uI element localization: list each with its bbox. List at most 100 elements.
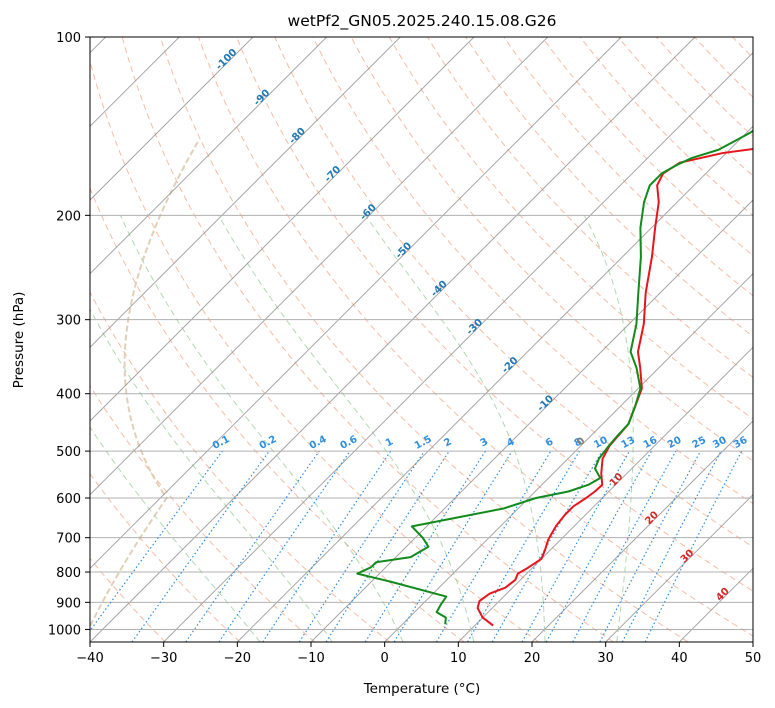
dry-adiabat bbox=[159, 37, 689, 642]
dry-adiabat bbox=[732, 37, 753, 59]
dry-adiabat bbox=[90, 384, 316, 642]
mixing-ratio-line bbox=[90, 450, 223, 632]
mixing-ratio-line bbox=[572, 450, 677, 642]
moist-adiabat bbox=[218, 215, 475, 642]
x-tick-label: −40 bbox=[76, 651, 103, 666]
dry-adiabat bbox=[90, 472, 241, 642]
isotherm bbox=[90, 37, 401, 349]
mixing-ratio-label: 2 bbox=[442, 436, 453, 449]
isotherm-label: 30 bbox=[679, 548, 697, 566]
isotherm-label: -100 bbox=[214, 47, 240, 73]
x-tick-label: 30 bbox=[597, 651, 614, 666]
y-tick-label: 300 bbox=[56, 314, 81, 329]
mixing-ratio-line bbox=[218, 450, 351, 642]
dry-adiabat bbox=[694, 37, 753, 98]
y-tick-label: 400 bbox=[56, 388, 81, 403]
isotherm-label: -90 bbox=[252, 88, 273, 109]
mixing-ratio-label: 0.4 bbox=[308, 434, 329, 452]
dewpoint-profile bbox=[356, 129, 753, 625]
dry-adiabat bbox=[465, 37, 753, 337]
y-tick-label: 500 bbox=[56, 445, 81, 460]
dry-adiabat bbox=[655, 37, 753, 138]
x-tick-label: 0 bbox=[381, 651, 389, 666]
y-tick-label: 900 bbox=[56, 596, 81, 611]
dry-adiabat bbox=[426, 37, 753, 378]
isotherm-label: 10 bbox=[608, 471, 626, 489]
mixing-ratio-line bbox=[262, 450, 392, 642]
mixing-ratio-line bbox=[435, 450, 552, 642]
dry-adiabat bbox=[350, 37, 753, 462]
isotherm bbox=[678, 567, 753, 642]
isotherm-label: -60 bbox=[358, 202, 379, 223]
mixing-ratio-label: 0.1 bbox=[211, 434, 232, 452]
mixing-ratio-label: 6 bbox=[544, 436, 555, 449]
dry-adiabat bbox=[90, 291, 390, 642]
dry-adiabat bbox=[503, 37, 753, 297]
isotherm bbox=[531, 420, 753, 642]
x-tick-label: 40 bbox=[671, 651, 688, 666]
mixing-ratio-line bbox=[185, 450, 320, 642]
isotherm bbox=[236, 125, 753, 642]
isotherm-label: -80 bbox=[287, 126, 308, 147]
y-axis-title: Pressure (hPa) bbox=[11, 292, 27, 389]
isotherm bbox=[90, 37, 475, 422]
isotherm bbox=[90, 37, 254, 201]
mixing-ratio-label: 16 bbox=[642, 435, 659, 451]
dry-adiabat bbox=[90, 59, 540, 642]
mixing-ratio-line bbox=[298, 450, 425, 642]
dry-adiabat bbox=[274, 37, 753, 548]
dry-adiabat bbox=[388, 37, 753, 420]
mixing-ratio-line bbox=[325, 450, 450, 642]
isotherm-label: -70 bbox=[323, 164, 344, 185]
mixing-ratio-label: 4 bbox=[505, 436, 516, 449]
lcl-curve bbox=[90, 140, 200, 629]
dry-adiabat bbox=[236, 37, 753, 592]
x-tick-label: 50 bbox=[745, 651, 762, 666]
isotherm bbox=[605, 493, 753, 642]
mixing-ratio-line bbox=[364, 450, 486, 642]
isotherm-label: -10 bbox=[535, 393, 556, 414]
mixing-ratio-label: 13 bbox=[620, 435, 637, 451]
isotherm-label: 20 bbox=[643, 510, 661, 528]
isotherm-label: -20 bbox=[500, 355, 521, 376]
isotherm bbox=[90, 37, 328, 275]
isotherm-label: -50 bbox=[394, 241, 415, 262]
moist-adiabat bbox=[583, 215, 634, 642]
y-tick-label: 100 bbox=[56, 31, 81, 46]
mixing-ratio-label: 25 bbox=[691, 435, 708, 451]
isotherm bbox=[310, 199, 753, 642]
isotherm-label: 40 bbox=[714, 586, 732, 604]
y-tick-label: 1000 bbox=[48, 623, 81, 638]
mixing-ratio-line bbox=[521, 450, 631, 642]
mixing-ratio-line bbox=[644, 450, 743, 642]
mixing-ratio-label: 3 bbox=[479, 436, 490, 449]
mixing-ratio-label: 8 bbox=[573, 436, 584, 449]
moist-adiabat bbox=[90, 308, 333, 642]
y-tick-label: 600 bbox=[56, 492, 81, 507]
chart-title: wetPf2_GN05.2025.240.15.08.G26 bbox=[288, 12, 557, 31]
moist-adiabat bbox=[364, 215, 546, 642]
y-tick-label: 200 bbox=[56, 209, 81, 224]
isotherm bbox=[752, 641, 753, 642]
isotherm bbox=[457, 346, 753, 642]
plot-frame bbox=[89, 36, 754, 643]
isotherm-label: -40 bbox=[429, 279, 450, 300]
mixing-ratio-line bbox=[131, 450, 270, 642]
isotherm bbox=[90, 37, 622, 570]
mixing-ratio-line bbox=[393, 450, 513, 642]
mixing-ratio-label: 1 bbox=[384, 436, 395, 449]
x-tick-label: 10 bbox=[450, 651, 467, 666]
dry-adiabat bbox=[312, 37, 753, 505]
mixing-ratio-line bbox=[621, 450, 722, 642]
dry-adiabat bbox=[541, 37, 753, 257]
dry-adiabat bbox=[121, 37, 614, 642]
moist-adiabat bbox=[120, 215, 404, 642]
x-tick-label: 20 bbox=[524, 651, 541, 666]
isotherm bbox=[384, 272, 753, 642]
x-tick-label: −30 bbox=[150, 651, 177, 666]
x-tick-label: −20 bbox=[224, 651, 251, 666]
dry-adiabat bbox=[771, 37, 775, 642]
y-tick-label: 800 bbox=[56, 566, 81, 581]
isotherm bbox=[90, 37, 549, 496]
